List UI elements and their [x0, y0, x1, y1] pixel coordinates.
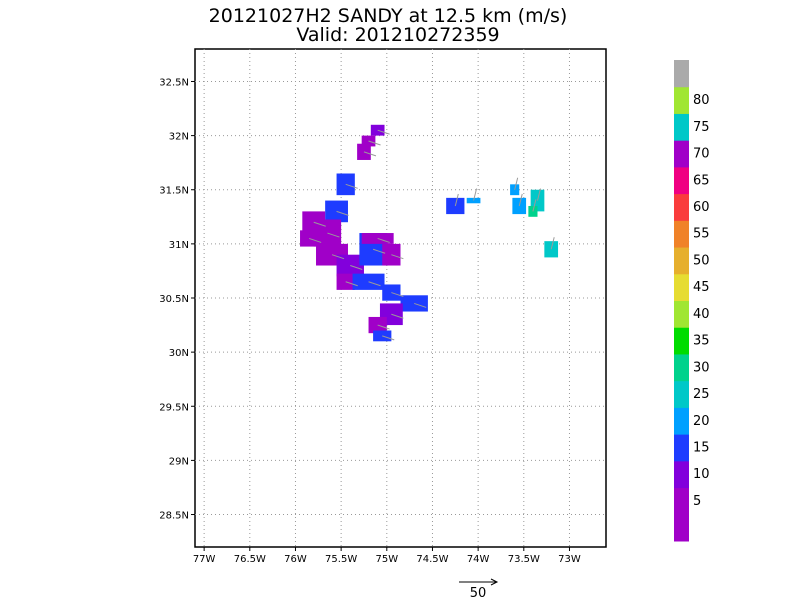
wind-speed-cell	[361, 135, 376, 147]
colorbar-swatch	[674, 353, 689, 382]
chart-title: 20121027H2 SANDY at 12.5 km (m/s)	[209, 5, 568, 27]
colorbar-swatch	[674, 487, 689, 515]
wind-vector	[377, 237, 390, 243]
wind-vector	[331, 254, 345, 260]
y-tick-label: 32.5N	[159, 77, 189, 88]
colorbar-swatch	[674, 247, 689, 275]
colorbar-label: 60	[693, 200, 710, 215]
colorbar-swatch	[674, 140, 689, 168]
colorbar-label: 30	[693, 360, 710, 375]
wind-vector	[382, 335, 395, 341]
wind-vector	[391, 292, 404, 298]
colorbar-label: 80	[693, 93, 710, 108]
wind-vector	[414, 302, 427, 308]
colorbar-swatch	[674, 407, 689, 435]
x-axis-ticks: 77W 76.5W 76W 75.5W 75W 74.5W 74W 73.5W 73W	[193, 547, 581, 565]
wind-vector	[391, 254, 404, 260]
colorbar-swatch	[674, 113, 689, 141]
grid-lines	[195, 49, 606, 547]
colorbar-swatch	[674, 166, 689, 195]
wind-vector	[309, 237, 322, 243]
colorbar-label: 40	[693, 307, 710, 322]
y-tick-label: 29N	[169, 456, 189, 467]
wind-vector	[454, 193, 459, 207]
colorbar-label: 50	[693, 253, 710, 268]
colorbar-swatch	[674, 300, 689, 328]
x-tick-label: 75.5W	[325, 554, 357, 565]
wind-vector	[391, 313, 404, 319]
wind-vector	[532, 199, 537, 212]
colorbar-label: 35	[693, 334, 710, 349]
x-tick-label: 74.5W	[416, 554, 448, 565]
colorbar-swatch	[674, 220, 689, 248]
y-tick-label: 29.5N	[159, 402, 189, 413]
wind-vector	[327, 232, 340, 238]
colorbar-swatch	[674, 60, 689, 88]
y-tick-label: 31N	[169, 240, 189, 251]
colorbar-swatch	[674, 460, 689, 489]
reference-vector: 50	[459, 578, 499, 600]
colorbar-swatch	[674, 434, 689, 462]
colorbar-label: 65	[693, 173, 710, 188]
wind-vector	[537, 188, 541, 201]
colorbar-label: 25	[693, 387, 710, 402]
wind-vector	[372, 248, 386, 254]
colorbar-label: 15	[693, 440, 710, 455]
colorbar-label: 10	[693, 467, 710, 482]
colorbar-swatch	[674, 193, 689, 221]
wind-vector	[363, 151, 377, 157]
x-tick-label: 76W	[284, 554, 307, 565]
y-axis-ticks: 28.5N 29N 29.5N 30N 30.5N 31N 31.5N 32N 32.5N	[159, 77, 195, 522]
colorbar-swatch	[674, 327, 689, 355]
x-tick-label: 73W	[558, 554, 581, 565]
wind-speed-cell	[361, 233, 394, 244]
colorbar-label: 75	[693, 120, 710, 135]
wind-vector	[345, 183, 358, 189]
x-tick-label: 76.5W	[234, 554, 266, 565]
y-tick-label: 31.5N	[159, 186, 189, 197]
reference-vector-label: 50	[470, 586, 487, 600]
wind-vector	[377, 129, 390, 135]
wind-vector	[368, 140, 381, 146]
wind-vector	[368, 281, 381, 287]
wind-vector	[313, 221, 326, 227]
wind-vector	[350, 265, 363, 270]
reference-arrow-head	[490, 578, 499, 586]
x-tick-label: 74W	[467, 554, 490, 565]
y-tick-label: 28.5N	[159, 511, 189, 522]
wind-vector	[514, 177, 519, 190]
wind-vectors	[309, 129, 555, 341]
colorbar-label: 5	[693, 494, 701, 509]
colorbar-label: 20	[693, 414, 710, 429]
wind-vector	[345, 281, 358, 287]
x-tick-label: 75W	[375, 554, 398, 565]
wind-vector	[473, 188, 478, 201]
colorbar-swatch	[674, 380, 689, 408]
wind-speed-cell	[325, 200, 348, 223]
wind-vector	[550, 237, 555, 250]
colorbar-label: 70	[693, 147, 710, 162]
colorbar: 5 10 15 20 25 30 35 40 45 50 55 60 65 70 75 80	[674, 60, 710, 542]
colorbar-label: 45	[693, 280, 710, 295]
wind-vector	[336, 210, 349, 216]
y-tick-label: 30.5N	[159, 294, 189, 305]
colorbar-swatch	[674, 273, 689, 301]
wind-vector	[377, 324, 390, 330]
colorbar-swatch	[674, 514, 689, 542]
y-tick-label: 30N	[169, 348, 189, 359]
y-tick-label: 32N	[169, 132, 189, 143]
colorbar-swatch	[674, 86, 689, 114]
chart-subtitle: Valid: 201210272359	[296, 24, 499, 46]
wind-vector	[518, 193, 523, 207]
x-tick-label: 73.5W	[508, 554, 540, 565]
x-tick-label: 77W	[193, 554, 216, 565]
colorbar-label: 55	[693, 227, 710, 242]
